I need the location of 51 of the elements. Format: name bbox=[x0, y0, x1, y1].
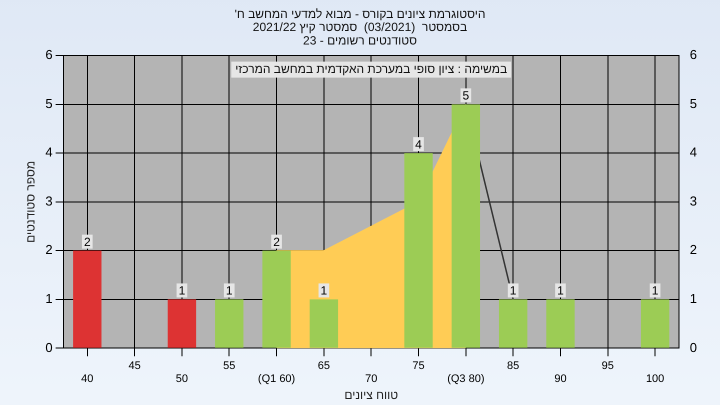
y2-tick-label: 1 bbox=[690, 291, 698, 306]
data-label: 2 bbox=[84, 234, 91, 249]
chart-title: 'היסטוגרמת ציונים בקורס - מבוא למדעי המחשב ח בסמסטר (03/2021) סמסטר קיץ 2021/22 סטודנטים רשומים - 23 bbox=[234, 6, 486, 48]
bar bbox=[640, 299, 670, 348]
data-label: 1 bbox=[320, 284, 328, 298]
x-tick-label: 65 bbox=[318, 360, 330, 372]
data-label: 2 bbox=[273, 234, 280, 249]
annotation: במשימה : ציון סופי במערכת האקדמית במחשב המרכזי bbox=[235, 62, 508, 76]
bar bbox=[262, 250, 291, 348]
x-tick-label: 100 bbox=[646, 373, 664, 386]
bar bbox=[310, 299, 338, 348]
x-tick-label: 75 bbox=[412, 360, 425, 372]
data-label: 5 bbox=[462, 88, 470, 103]
bar bbox=[452, 104, 480, 348]
bar bbox=[546, 299, 575, 348]
x-tick-label: 50 bbox=[176, 373, 188, 386]
y2-tick-label: 5 bbox=[690, 96, 698, 111]
x-tick-label: 55 bbox=[223, 360, 236, 372]
y-tick-label: 2 bbox=[45, 242, 53, 258]
y-tick-label: 6 bbox=[45, 47, 53, 62]
data-label: 1 bbox=[557, 284, 564, 298]
x-tick-label: 70 bbox=[365, 373, 378, 386]
data-label: 1 bbox=[226, 284, 233, 298]
y-tick-label: 5 bbox=[45, 96, 53, 111]
data-label: 1 bbox=[510, 284, 517, 298]
y-tick-label: 0 bbox=[45, 340, 53, 355]
y2-tick-label: 0 bbox=[690, 340, 698, 355]
bar bbox=[498, 299, 528, 348]
bar bbox=[168, 299, 196, 348]
x-tick-label: 45 bbox=[128, 360, 141, 372]
y-tick-label: 1 bbox=[45, 291, 53, 306]
data-label: 1 bbox=[178, 284, 186, 298]
x-tick-label: (Q1 60) bbox=[258, 373, 296, 386]
x-tick-label: 95 bbox=[602, 360, 614, 372]
y-tick-label: 3 bbox=[45, 193, 53, 208]
x-tick-label: 90 bbox=[554, 373, 567, 386]
bar bbox=[215, 299, 244, 348]
bar bbox=[404, 153, 433, 348]
data-label: 1 bbox=[652, 284, 659, 298]
y2-tick-label: 2 bbox=[690, 242, 698, 258]
y2-tick-label: 6 bbox=[690, 47, 698, 62]
bar bbox=[73, 250, 102, 348]
y2-tick-label: 3 bbox=[690, 193, 698, 208]
y-axis-title: מספר סטודנטים bbox=[24, 160, 38, 243]
x-tick-label: 40 bbox=[81, 373, 94, 386]
y2-tick-label: 4 bbox=[690, 144, 698, 160]
data-label: 4 bbox=[415, 137, 422, 152]
x-tick-label: 85 bbox=[507, 360, 520, 372]
x-tick-label: (Q3 80) bbox=[447, 373, 484, 386]
y-tick-label: 4 bbox=[45, 144, 53, 160]
x-axis-title: טווח ציונים bbox=[344, 388, 398, 402]
